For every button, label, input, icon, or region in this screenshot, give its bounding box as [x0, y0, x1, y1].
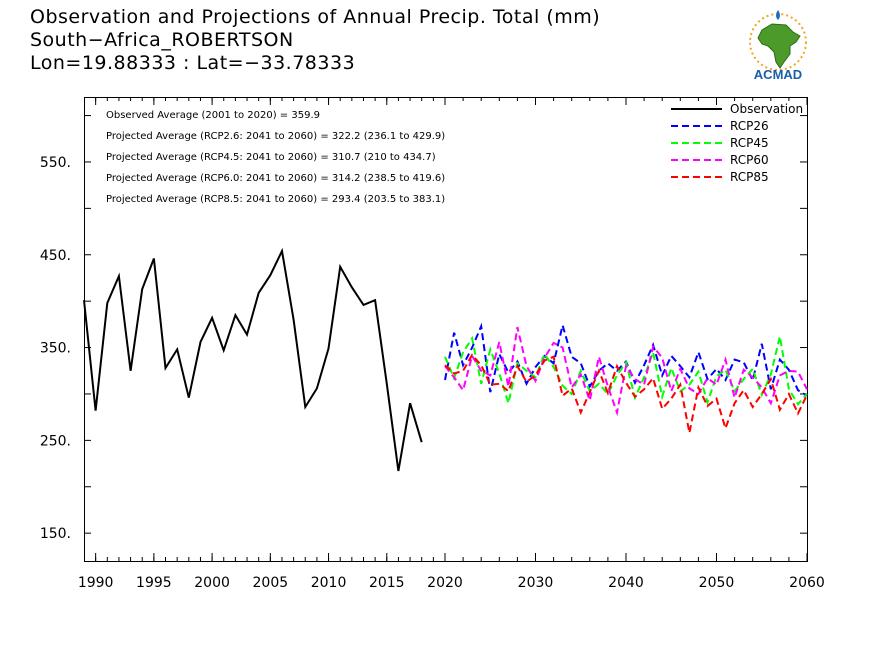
annotation-line: Projected Average (RCP4.5: 2041 to 2060)…: [106, 152, 436, 163]
series-line-rcp85: [444, 353, 808, 434]
chart-title-block: Observation and Projections of Annual Pr…: [30, 6, 600, 75]
x-tick-label: 2015: [369, 575, 405, 591]
x-tick-label: 2040: [608, 575, 644, 591]
location-label: South−Africa_ROBERTSON: [30, 29, 294, 51]
x-tick-label: 2010: [311, 575, 347, 591]
series-line-rcp60: [444, 326, 808, 417]
acmad-logo: ACMAD: [738, 8, 818, 84]
legend-label: RCP60: [730, 153, 769, 167]
x-tick-label: 2000: [194, 575, 230, 591]
annotation-line: Projected Average (RCP2.6: 2041 to 2060)…: [106, 131, 445, 142]
x-tick-label: 2005: [253, 575, 289, 591]
legend-label: RCP26: [730, 119, 769, 133]
series-line-rcp26: [444, 321, 808, 397]
plot-frame: [84, 97, 808, 562]
y-tick-labels: 150. 250. 350. 450. 550.: [40, 155, 71, 542]
y-tick-label: 450.: [40, 248, 71, 264]
x-tick-label: 2020: [427, 575, 463, 591]
africa-map-sun-logo-icon: ACMAD: [749, 10, 807, 82]
x-tick-label: 1990: [78, 575, 114, 591]
legend-label: Observation: [730, 102, 803, 116]
x-tick-label: 2030: [518, 575, 554, 591]
x-tick-labels: 1990 1995 2000 2005 2010 2015 2020 2030 2040 2050…: [78, 575, 825, 591]
axis-ticks: [84, 97, 808, 561]
x-tick-label: 2050: [699, 575, 735, 591]
legend: Observation RCP26 RCP45 RCP60 RCP85: [671, 102, 803, 184]
annotation-line: Observed Average (2001 to 2020) = 359.9: [106, 110, 320, 121]
y-tick-label: 250.: [40, 433, 71, 449]
legend-label: RCP45: [730, 136, 769, 150]
annotations: Observed Average (2001 to 2020) = 359.9 P…: [106, 110, 445, 205]
chart-title: Observation and Projections of Annual Pr…: [30, 6, 601, 28]
coordinates-label: Lon=19.88333 : Lat=−33.78333: [30, 52, 356, 74]
series-line-rcp45: [444, 335, 808, 408]
annotation-line: Projected Average (RCP6.0: 2041 to 2060)…: [106, 173, 445, 184]
y-tick-label: 350.: [40, 341, 71, 357]
y-tick-label: 550.: [40, 155, 71, 171]
x-tick-label: 2060: [789, 575, 825, 591]
x-tick-label: 1995: [136, 575, 172, 591]
logo-text: ACMAD: [754, 67, 802, 82]
series-lines: [83, 247, 808, 472]
legend-label: RCP85: [730, 170, 769, 184]
annotation-line: Projected Average (RCP8.5: 2041 to 2060)…: [106, 194, 445, 205]
y-tick-label: 150.: [40, 526, 71, 542]
series-line-observation: [83, 247, 423, 472]
